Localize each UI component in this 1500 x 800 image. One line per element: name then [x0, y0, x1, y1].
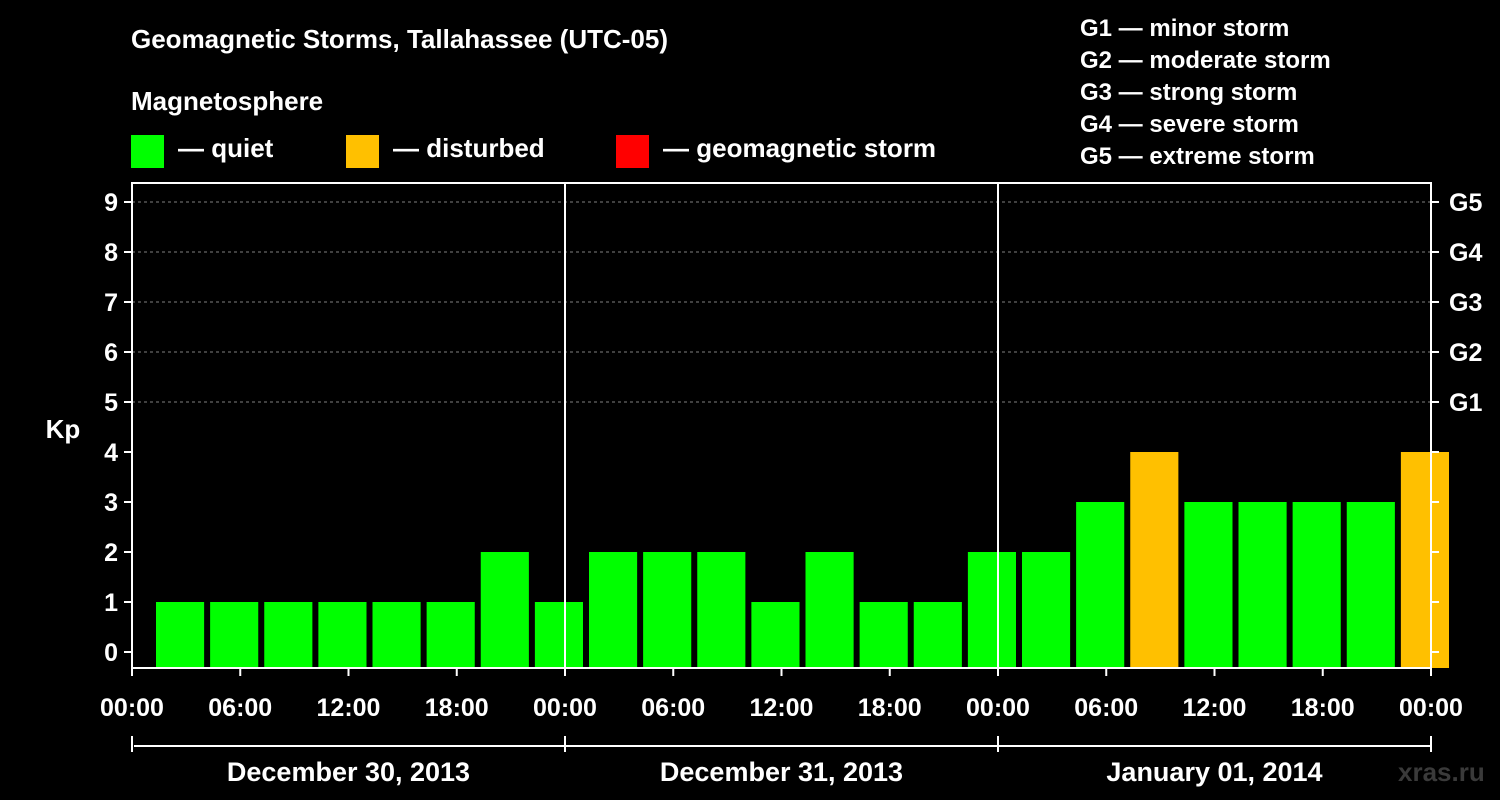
- watermark: xras.ru: [1398, 757, 1485, 787]
- plot-border: [131, 182, 1432, 669]
- day-label-1: December 31, 2013: [660, 757, 903, 787]
- bar-12: [805, 552, 854, 668]
- day-label-2: January 01, 2014: [1106, 757, 1322, 787]
- ytick-label-1: 1: [104, 589, 118, 617]
- xtick-label-5: 06:00: [641, 694, 705, 722]
- xtick-label-9: 06:00: [1074, 694, 1138, 722]
- bar-8: [589, 552, 638, 668]
- ytick-label-3: 3: [104, 489, 118, 517]
- axes: [124, 182, 1439, 752]
- xtick-label-10: 12:00: [1183, 694, 1247, 722]
- bar-11: [751, 602, 800, 668]
- right-tick-label-g5: G5: [1449, 189, 1482, 217]
- bar-4: [372, 602, 421, 668]
- bar-18: [1130, 452, 1179, 668]
- storm-level-g4: G4 — severe storm: [1080, 111, 1299, 138]
- bar-21: [1292, 502, 1341, 668]
- ytick-label-8: 8: [104, 239, 118, 267]
- bar-16: [1022, 552, 1071, 668]
- storm-level-g1: G1 — minor storm: [1080, 15, 1290, 42]
- bar-22: [1346, 502, 1395, 668]
- ytick-label-0: 0: [104, 639, 118, 667]
- legend-label-storm: — geomagnetic storm: [663, 133, 937, 163]
- legend-swatch-quiet: [131, 135, 164, 168]
- bar-20: [1238, 502, 1287, 668]
- storm-level-g2: G2 — moderate storm: [1080, 47, 1331, 74]
- ytick-label-7: 7: [104, 289, 118, 317]
- tick-labels: 0 1 2 3 4 5 6 7 8 9 G1 G2 G3 G4 G5 Kp 00:00 06:00 12:00 18:…: [46, 189, 1483, 787]
- ytick-label-6: 6: [104, 339, 118, 367]
- legend-label-quiet: — quiet: [178, 133, 274, 163]
- bar-15: [967, 552, 1016, 668]
- xtick-label-6: 12:00: [750, 694, 814, 722]
- right-tick-label-g3: G3: [1449, 289, 1482, 317]
- storm-level-g5: G5 — extreme storm: [1080, 143, 1315, 170]
- grid-lines: [132, 201, 1431, 403]
- xtick-label-8: 00:00: [966, 694, 1030, 722]
- xtick-label-7: 18:00: [858, 694, 922, 722]
- xtick-label-4: 00:00: [533, 694, 597, 722]
- bar-13: [859, 602, 908, 668]
- chart-title: Geomagnetic Storms, Tallahassee (UTC-05): [131, 24, 669, 54]
- bar-19: [1184, 502, 1233, 668]
- xtick-label-11: 18:00: [1291, 694, 1355, 722]
- xtick-label-3: 18:00: [425, 694, 489, 722]
- right-tick-label-g1: G1: [1449, 389, 1482, 417]
- bar-9: [643, 552, 692, 668]
- bar-0: [156, 602, 205, 668]
- bar-6: [480, 552, 529, 668]
- chart-subtitle: Magnetosphere: [131, 86, 324, 116]
- xtick-label-0: 00:00: [100, 694, 164, 722]
- bar-1: [210, 602, 259, 668]
- ytick-label-9: 9: [104, 189, 118, 217]
- xtick-label-1: 06:00: [208, 694, 272, 722]
- xtick-label-12: 00:00: [1399, 694, 1463, 722]
- bar-17: [1076, 502, 1125, 668]
- bar-2: [264, 602, 313, 668]
- bar-3: [318, 602, 367, 668]
- xtick-label-2: 12:00: [317, 694, 381, 722]
- bar-7: [534, 602, 583, 668]
- right-tick-label-g4: G4: [1449, 239, 1482, 267]
- bar-5: [426, 602, 475, 668]
- day-label-0: December 30, 2013: [227, 757, 470, 787]
- ytick-label-2: 2: [104, 539, 118, 567]
- y-axis-label: Kp: [46, 414, 81, 444]
- bar-10: [697, 552, 746, 668]
- legend-label-disturbed: — disturbed: [393, 133, 545, 163]
- right-tick-label-g2: G2: [1449, 339, 1482, 367]
- legend-swatch-storm: [616, 135, 649, 168]
- bars: [156, 452, 1449, 668]
- bar-23: [1400, 452, 1449, 668]
- legend-swatch-disturbed: [346, 135, 379, 168]
- bar-14: [913, 602, 962, 668]
- ytick-label-5: 5: [104, 389, 118, 417]
- storm-level-g3: G3 — strong storm: [1080, 79, 1298, 106]
- ytick-label-4: 4: [104, 439, 118, 467]
